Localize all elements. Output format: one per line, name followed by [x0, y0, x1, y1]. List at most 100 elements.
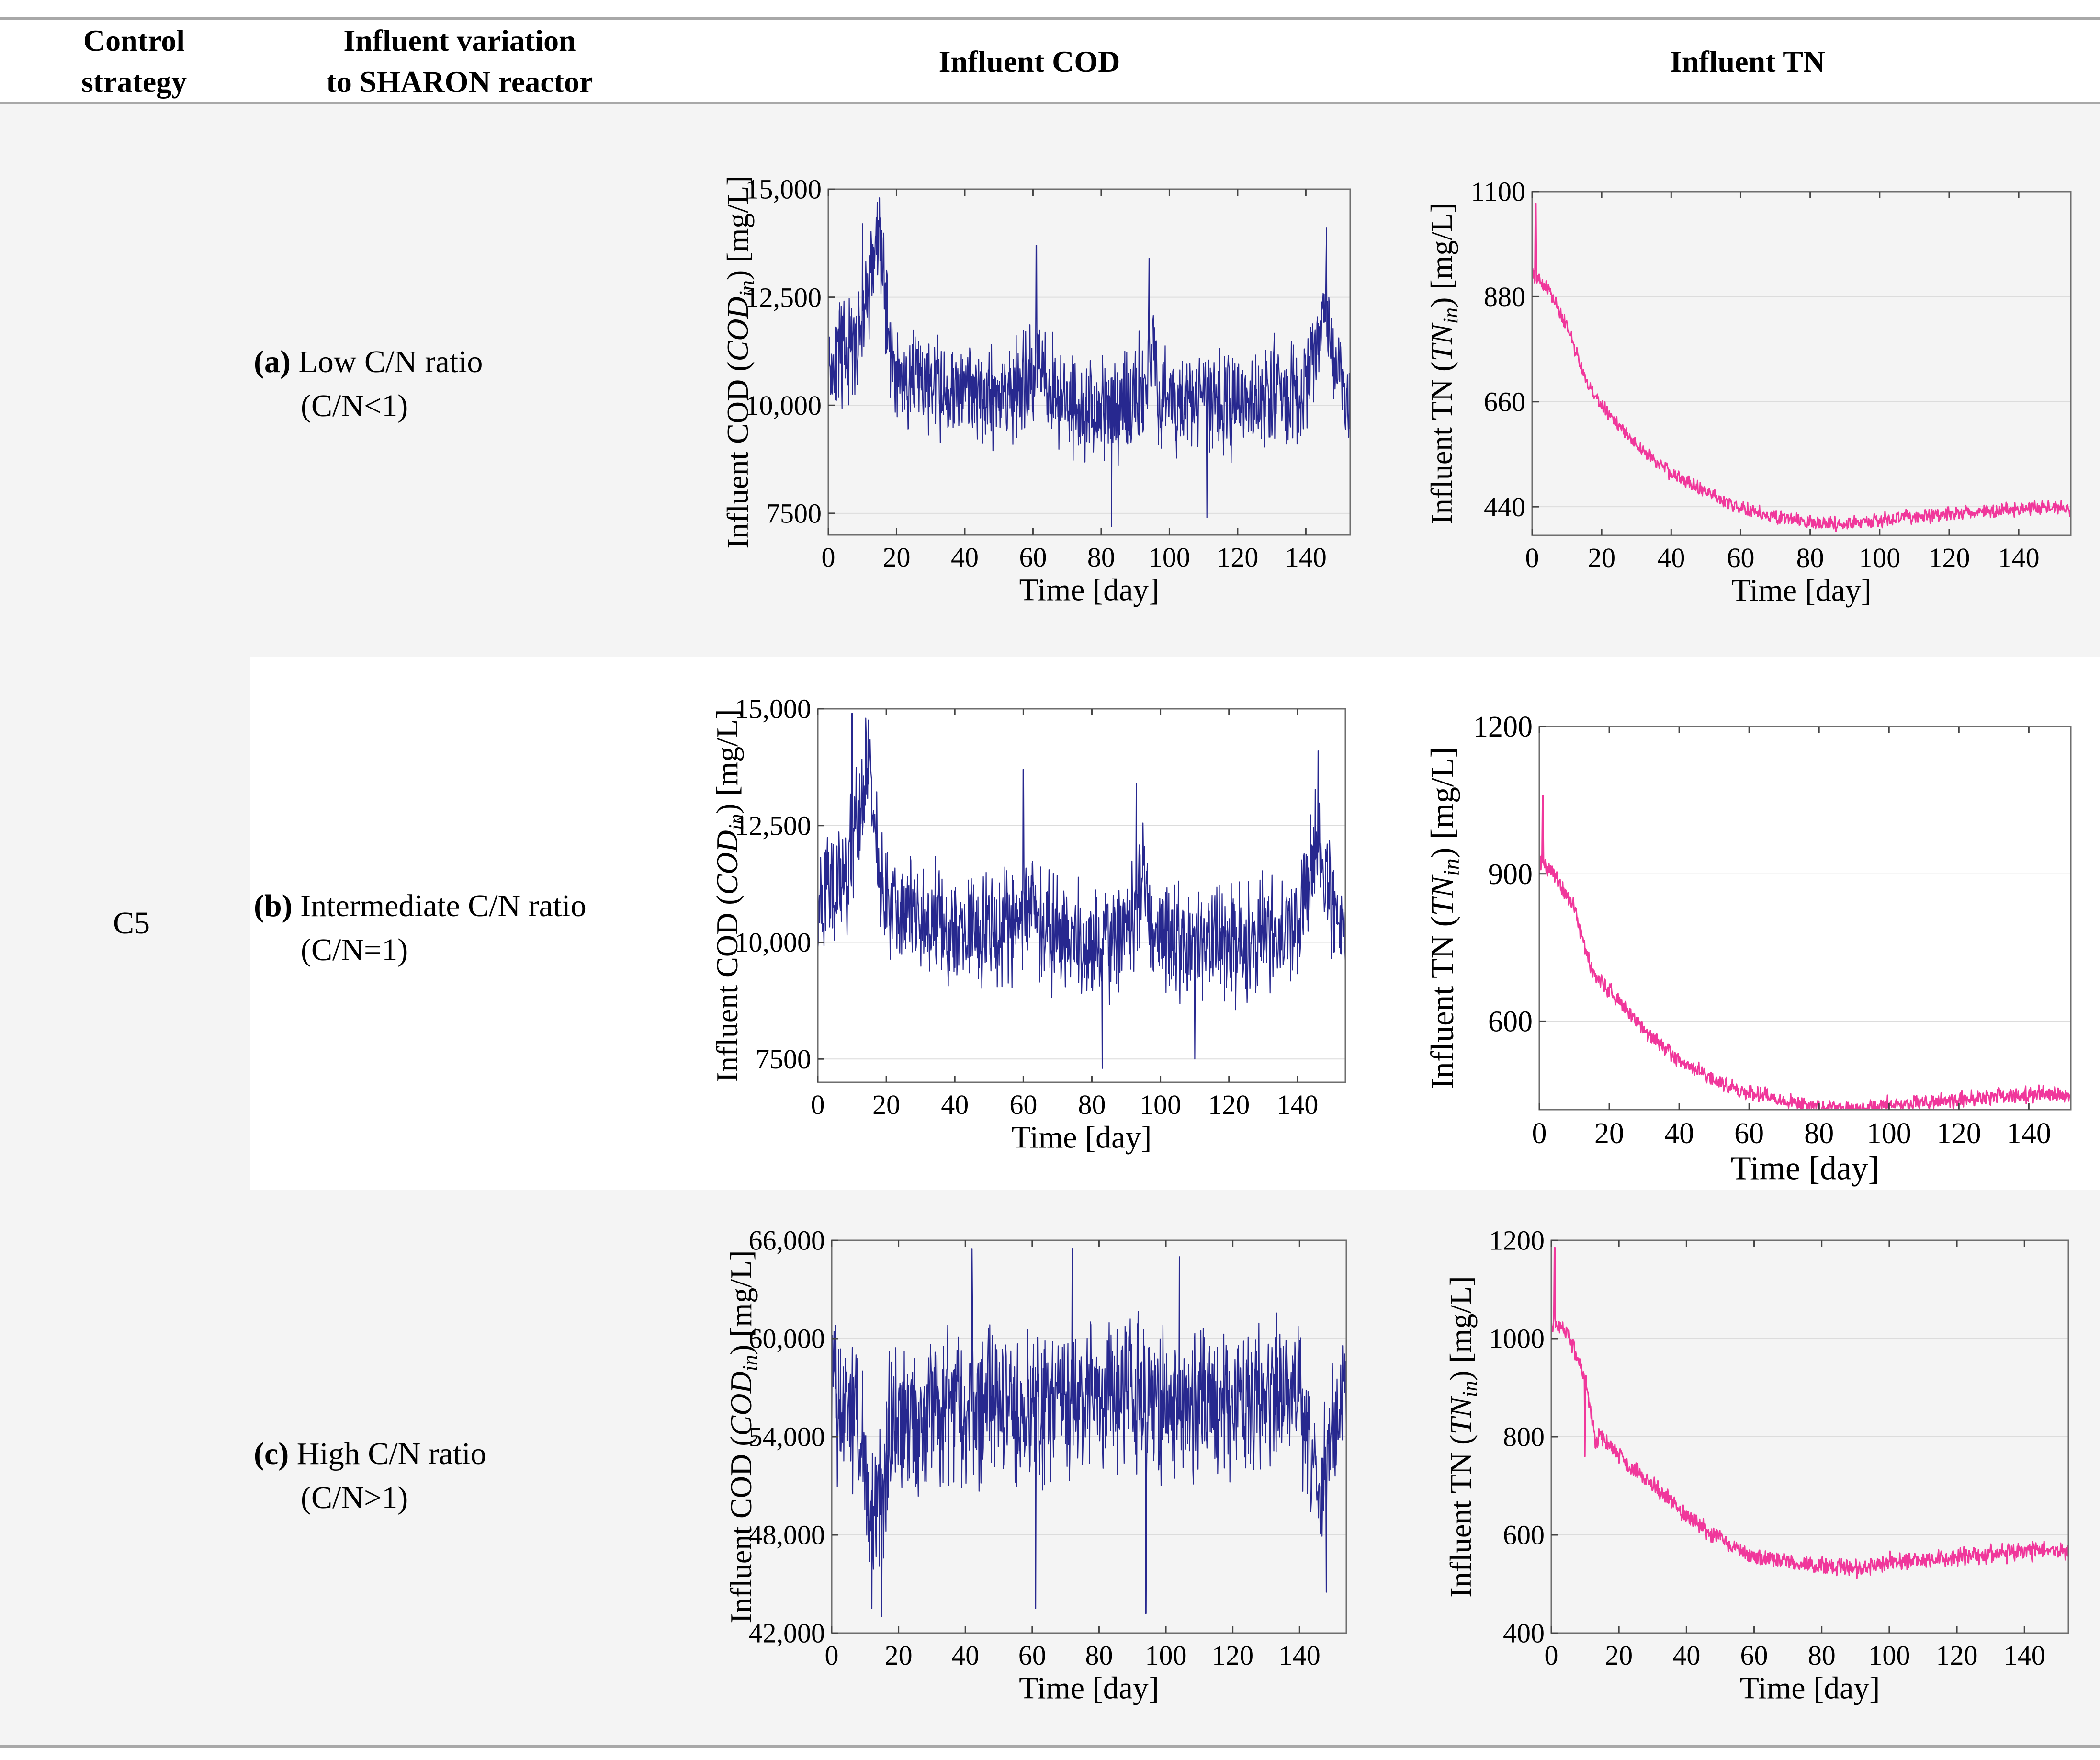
x-tick-label: 60	[1019, 542, 1047, 573]
x-tick-label: 120	[1937, 1117, 1981, 1150]
row-a-tag: (a)	[254, 344, 291, 379]
cod-b-plot-area: 0 20 40 60 80 100 120 140 7500 10,000 12,500 15,000…	[710, 693, 1346, 1155]
y-tick-label: 1000	[1489, 1323, 1545, 1354]
y-axis-label-prefix: Influent COD (	[721, 361, 755, 548]
x-axis-label: Time [day]	[1019, 572, 1160, 607]
y-axis-label-variable: TN	[1424, 322, 1458, 362]
y-tick-label: 600	[1488, 1005, 1533, 1038]
x-tick-label: 100	[1868, 1640, 1910, 1671]
y-tick-label: 15,000	[735, 693, 812, 725]
y-axis-label-prefix: Influent COD (	[710, 895, 744, 1082]
y-tick-label: 54,000	[749, 1421, 825, 1453]
x-tick-label: 80	[1085, 1640, 1113, 1671]
y-tick-label: 66,000	[749, 1225, 825, 1256]
x-tick-label: 80	[1078, 1089, 1106, 1120]
x-tick-label: 0	[822, 542, 835, 573]
x-tick-label: 20	[872, 1089, 900, 1120]
x-tick-label: 40	[1664, 1117, 1694, 1150]
y-axis-label-subscript: in	[1439, 307, 1462, 324]
tn-b-plot-area: 0 20 40 60 80 100 120 140 600 900 1200 Time [day] In…	[1424, 711, 2072, 1187]
row-b-label: Intermediate C/N ratio	[300, 888, 587, 923]
x-axis-label: Time [day]	[1731, 1150, 1879, 1187]
x-tick-label: 20	[882, 542, 910, 573]
x-tick-label: 60	[1018, 1640, 1046, 1671]
row-a-label: Low C/N ratio	[298, 344, 483, 379]
x-tick-label: 40	[941, 1089, 969, 1120]
y-axis-label-subscript: in	[1458, 1381, 1481, 1397]
plot-frame	[817, 708, 1346, 1083]
header-control-strategy-line1: Control	[83, 23, 185, 57]
x-tick-label: 40	[1672, 1640, 1700, 1671]
header-influent-variation-line1: Influent variation	[343, 23, 576, 57]
x-tick-label: 120	[1936, 1640, 1978, 1671]
y-axis-label: Influent COD (CODin) [mg/L]	[724, 1250, 762, 1624]
y-tick-label: 10,000	[745, 390, 822, 421]
y-axis-label: Influent TN (TNin) [mg/L]	[1424, 203, 1462, 524]
x-tick-label: 100	[1140, 1089, 1181, 1120]
y-axis-label: Influent COD (CODin) [mg/L]	[721, 176, 758, 549]
y-axis-label-subscript: in	[1439, 858, 1464, 876]
y-axis-label-prefix: Influent COD (	[724, 1436, 758, 1623]
chart-tn-high-cn: 0 20 40 60 80 100 120 140 400 600 800 1000 1200 Time …	[1444, 1225, 2069, 1705]
x-axis-label: Time [day]	[1012, 1120, 1152, 1155]
y-axis-label-suffix: ) [mg/L]	[1424, 203, 1458, 307]
y-axis-label-prefix: Influent TN (	[1444, 1435, 1478, 1598]
x-axis-label: Time [day]	[1019, 1670, 1159, 1705]
y-axis-label: Influent TN (TNin) [mg/L]	[1424, 747, 1464, 1089]
y-tick-label: 12,500	[745, 282, 822, 313]
x-tick-label: 140	[2004, 1640, 2045, 1671]
row-c-sub: (C/N>1)	[301, 1480, 408, 1515]
control-strategy-value: C5	[113, 906, 150, 941]
x-tick-label: 140	[1279, 1640, 1321, 1671]
x-tick-label: 40	[951, 542, 979, 573]
header-influent-variation-line2: to SHARON reactor	[326, 65, 593, 99]
row-a-sub: (C/N<1)	[301, 388, 408, 423]
row-c-tag: (c)	[254, 1436, 289, 1471]
y-tick-label: 440	[1484, 491, 1525, 522]
x-tick-label: 40	[1657, 542, 1685, 573]
y-axis-label-prefix: Influent TN (	[1424, 916, 1460, 1089]
cod-a-plot-area: 0 20 40 60 80 100 120 140 7500 10,000 12,500 15,000…	[721, 174, 1351, 607]
x-tick-label: 20	[885, 1640, 913, 1671]
x-tick-label: 60	[1740, 1640, 1768, 1671]
x-tick-label: 100	[1145, 1640, 1187, 1671]
cod-c-series-line	[831, 1248, 1347, 1617]
x-tick-label: 60	[1734, 1117, 1764, 1150]
y-axis-label-suffix: ) [mg/L]	[724, 1250, 758, 1355]
y-tick-label: 7500	[766, 498, 822, 529]
x-tick-label: 80	[1804, 1117, 1834, 1150]
x-tick-label: 0	[1545, 1640, 1558, 1671]
row-label-b: (b) Intermediate C/N ratio (C/N=1)	[254, 884, 587, 972]
x-tick-label: 140	[1998, 542, 2040, 573]
tn-c-plot-area: 0 20 40 60 80 100 120 140 400 600 800 1000 1200 Time …	[1444, 1225, 2069, 1705]
y-tick-label: 660	[1484, 386, 1525, 417]
header-influent-cod: Influent COD	[938, 45, 1120, 79]
x-tick-label: 120	[1928, 542, 1970, 573]
bottom-rule	[0, 1745, 2100, 1748]
tn-b-series-line	[1538, 795, 2071, 1111]
y-axis-label-variable: COD	[724, 1371, 758, 1436]
y-tick-label: 10,000	[735, 927, 812, 958]
x-tick-label: 120	[1217, 542, 1258, 573]
y-tick-label: 12,500	[735, 810, 812, 841]
x-tick-label: 120	[1208, 1089, 1250, 1120]
tn-c-series-line	[1550, 1247, 2069, 1579]
x-tick-label: 60	[1009, 1089, 1037, 1120]
y-axis-label-variable: COD	[721, 296, 755, 361]
header-rule	[0, 102, 2100, 104]
x-tick-label: 0	[811, 1089, 825, 1120]
x-tick-label: 100	[1149, 542, 1190, 573]
x-tick-label: 80	[1087, 542, 1115, 573]
y-axis-label-suffix: ) [mg/L]	[1444, 1276, 1478, 1381]
y-axis-label: Influent TN (TNin) [mg/L]	[1444, 1276, 1481, 1597]
y-tick-label: 900	[1488, 858, 1533, 891]
y-axis-label-suffix: ) [mg/L]	[721, 176, 755, 281]
y-axis-label-prefix: Influent TN (	[1424, 362, 1458, 524]
cod-b-series-line	[817, 713, 1346, 1069]
y-tick-label: 60,000	[749, 1323, 825, 1354]
y-tick-label: 400	[1503, 1618, 1545, 1649]
tn-a-plot-area: 0 20 40 60 80 100 120 140 440 660 880 1100 Time [day…	[1424, 176, 2072, 608]
y-axis-label-subscript: in	[724, 814, 748, 830]
x-axis-label: Time [day]	[1740, 1670, 1880, 1705]
cod-c-plot-area: 0 20 40 60 80 100 120 140 42,000 48,000 54,000 60,0…	[724, 1225, 1347, 1705]
